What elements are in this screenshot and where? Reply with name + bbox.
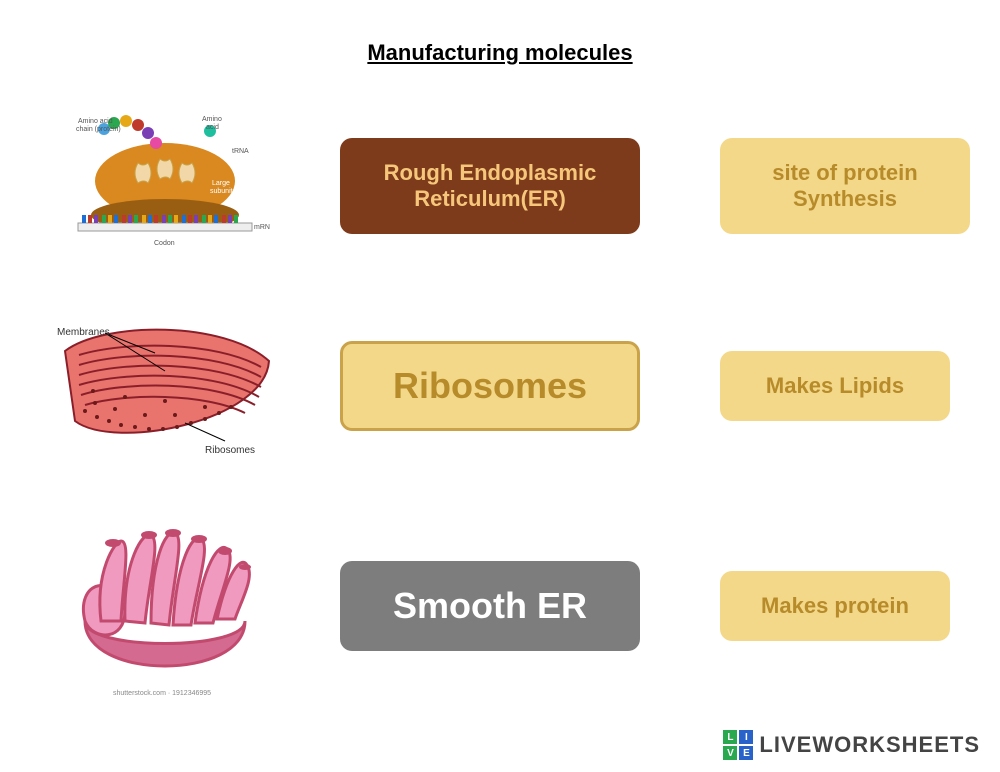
- label-ribosomes: Ribosomes: [205, 445, 255, 456]
- name-box-smooth-er[interactable]: Smooth ER: [340, 561, 640, 651]
- footer-brand: L I V E LIVEWORKSHEETS: [723, 730, 980, 760]
- func-box-makes-lipids[interactable]: Makes Lipids: [720, 351, 950, 421]
- image-smooth-er: shutterstock.com · 1912346995: [50, 511, 280, 701]
- page-title: Manufacturing molecules: [50, 40, 950, 66]
- svg-text:chain (protein): chain (protein): [76, 126, 121, 133]
- footer-text: LIVEWORKSHEETS: [759, 732, 980, 758]
- func-box-makes-protein[interactable]: Makes protein: [720, 571, 950, 641]
- label-codon: Codon: [154, 240, 175, 247]
- rough-er-svg: Membranes Ribosomes: [55, 311, 275, 461]
- image-rough-er: Membranes Ribosomes: [50, 311, 280, 461]
- label-aa: Amino: [202, 116, 222, 123]
- ser-body: [83, 529, 251, 666]
- smooth-er-svg: shutterstock.com · 1912346995: [65, 511, 265, 701]
- ribosome-svg: Amino acid chain (protein) Amino acid tR…: [60, 111, 270, 261]
- name-box-ribosomes[interactable]: Ribosomes: [340, 341, 640, 431]
- smooth-er-caption: shutterstock.com · 1912346995: [113, 690, 211, 697]
- mrna-strand: [78, 215, 252, 231]
- name-box-rough-er[interactable]: Rough Endoplasmic Reticulum(ER): [340, 138, 640, 234]
- func-box-protein-synthesis[interactable]: site of protein Synthesis: [720, 138, 970, 234]
- badge-l: L: [723, 730, 737, 744]
- badge-v: V: [723, 746, 737, 760]
- image-ribosome: Amino acid chain (protein) Amino acid tR…: [50, 111, 280, 261]
- label-membranes: Membranes: [57, 327, 110, 338]
- label-aa-chain: Amino acid: [78, 118, 113, 125]
- worksheet-page: Manufacturing molecules: [0, 0, 1000, 772]
- badge-i: I: [739, 730, 753, 744]
- label-trna: tRNA: [232, 148, 249, 155]
- content-grid: Amino acid chain (protein) Amino acid tR…: [50, 106, 950, 706]
- label-mrna: mRNA: [254, 224, 270, 231]
- label-large: Large: [212, 180, 230, 187]
- footer-badge-icon: L I V E: [723, 730, 753, 760]
- svg-text:acid: acid: [206, 124, 219, 131]
- svg-text:subunit: subunit: [210, 188, 233, 195]
- badge-e: E: [739, 746, 753, 760]
